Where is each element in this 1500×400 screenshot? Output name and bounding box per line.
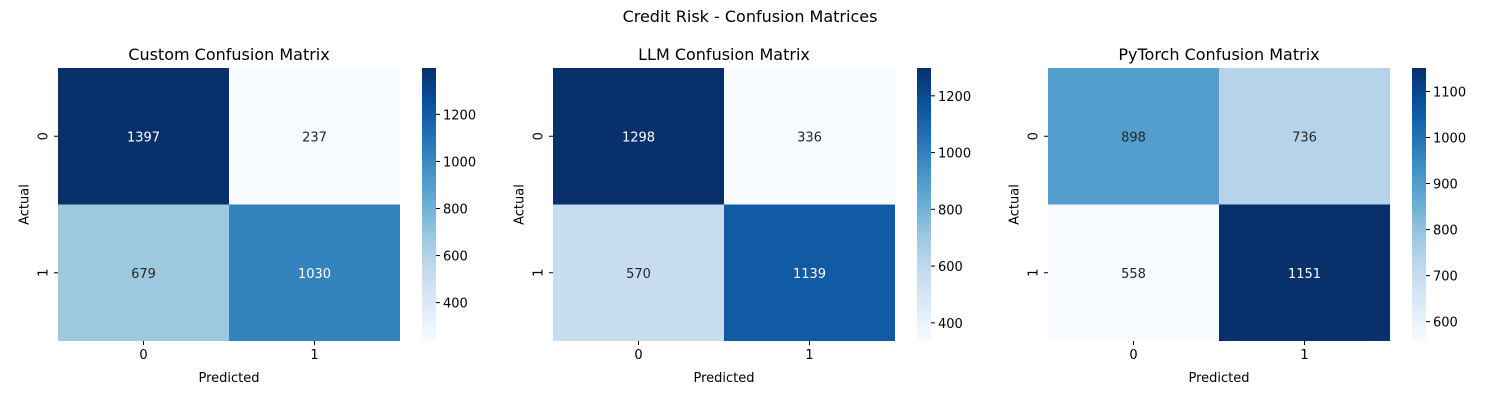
colorbar-tick-label: 800 — [443, 203, 468, 218]
heatmap-cell — [553, 68, 724, 205]
colorbar-tick-label: 600 — [938, 260, 963, 275]
colorbar-tick-label: 800 — [938, 203, 963, 218]
x-tick-label: 0 — [139, 348, 147, 363]
heatmap-cell — [1048, 68, 1219, 205]
colorbar-tick-label: 400 — [938, 317, 963, 332]
cell-value-label: 1151 — [1288, 267, 1321, 282]
colorbar — [422, 68, 436, 341]
colorbar-tick-label: 1200 — [938, 90, 971, 105]
x-tick-label: 1 — [805, 348, 813, 363]
x-axis-label: Predicted — [198, 371, 259, 386]
cell-value-label: 570 — [626, 267, 651, 282]
y-tick-label: 0 — [37, 132, 52, 140]
heatmap-cell — [553, 204, 724, 341]
colorbar-tick-label: 1000 — [1433, 132, 1466, 147]
heatmap-cell — [1048, 204, 1219, 341]
heatmap-cell — [1219, 68, 1390, 205]
cell-value-label: 736 — [1292, 130, 1317, 145]
heatmap-cell — [724, 204, 895, 341]
colorbar-tick-label: 600 — [443, 250, 468, 265]
heatmap-panel: LLM Confusion Matrix 1298 336 570 1139 0 1 0 1 Pr… — [513, 45, 972, 386]
colorbar-tick-label: 900 — [1433, 178, 1458, 193]
panel-title: LLM Confusion Matrix — [638, 45, 810, 64]
cell-value-label: 679 — [131, 267, 156, 282]
figure-title: Credit Risk - Confusion Matrices — [623, 7, 878, 26]
y-tick-label: 1 — [532, 269, 547, 277]
y-axis-label: Actual — [18, 184, 33, 225]
colorbar-tick-label: 1000 — [938, 147, 971, 162]
x-tick-label: 1 — [310, 348, 318, 363]
heatmap-cell — [58, 68, 229, 205]
y-tick-label: 0 — [1027, 132, 1042, 140]
colorbar-tick-label: 600 — [1433, 316, 1458, 331]
colorbar-tick-label: 1000 — [443, 155, 476, 170]
y-axis-label: Actual — [1008, 184, 1023, 225]
heatmap-cell — [229, 68, 400, 205]
x-tick-label: 0 — [1129, 348, 1137, 363]
colorbar — [917, 68, 931, 341]
cell-value-label: 237 — [302, 130, 327, 145]
cell-value-label: 1139 — [793, 267, 826, 282]
x-tick-label: 0 — [634, 348, 642, 363]
heatmap-cell — [58, 204, 229, 341]
colorbar — [1412, 68, 1426, 341]
colorbar-tick-label: 1200 — [443, 108, 476, 123]
colorbar-tick-label: 1100 — [1433, 85, 1466, 100]
colorbar-tick-label: 700 — [1433, 270, 1458, 285]
heatmap-cell — [229, 204, 400, 341]
y-tick-label: 1 — [1027, 269, 1042, 277]
x-tick-label: 1 — [1300, 348, 1308, 363]
panel-title: PyTorch Confusion Matrix — [1118, 45, 1319, 64]
panel-title: Custom Confusion Matrix — [128, 45, 329, 64]
heatmap-cell — [724, 68, 895, 205]
cell-value-label: 336 — [797, 130, 822, 145]
heatmap-cell — [1219, 204, 1390, 341]
cell-value-label: 1030 — [298, 267, 331, 282]
x-axis-label: Predicted — [1188, 371, 1249, 386]
cell-value-label: 558 — [1121, 267, 1146, 282]
y-tick-label: 1 — [37, 269, 52, 277]
cell-value-label: 1298 — [622, 130, 655, 145]
x-axis-label: Predicted — [693, 371, 754, 386]
cell-value-label: 898 — [1121, 130, 1146, 145]
cell-value-label: 1397 — [127, 130, 160, 145]
y-axis-label: Actual — [513, 184, 528, 225]
colorbar-tick-label: 400 — [443, 297, 468, 312]
y-tick-label: 0 — [532, 132, 547, 140]
colorbar-tick-label: 800 — [1433, 224, 1458, 239]
